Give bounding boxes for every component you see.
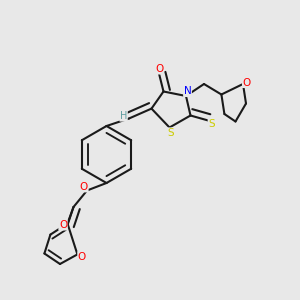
Text: H: H	[120, 111, 127, 121]
Text: O: O	[59, 220, 67, 230]
Text: O: O	[242, 77, 251, 88]
Text: O: O	[155, 64, 163, 74]
Text: O: O	[78, 252, 86, 262]
Text: S: S	[208, 118, 215, 129]
Text: O: O	[80, 182, 88, 192]
Text: S: S	[168, 128, 174, 138]
Text: N: N	[184, 86, 191, 97]
